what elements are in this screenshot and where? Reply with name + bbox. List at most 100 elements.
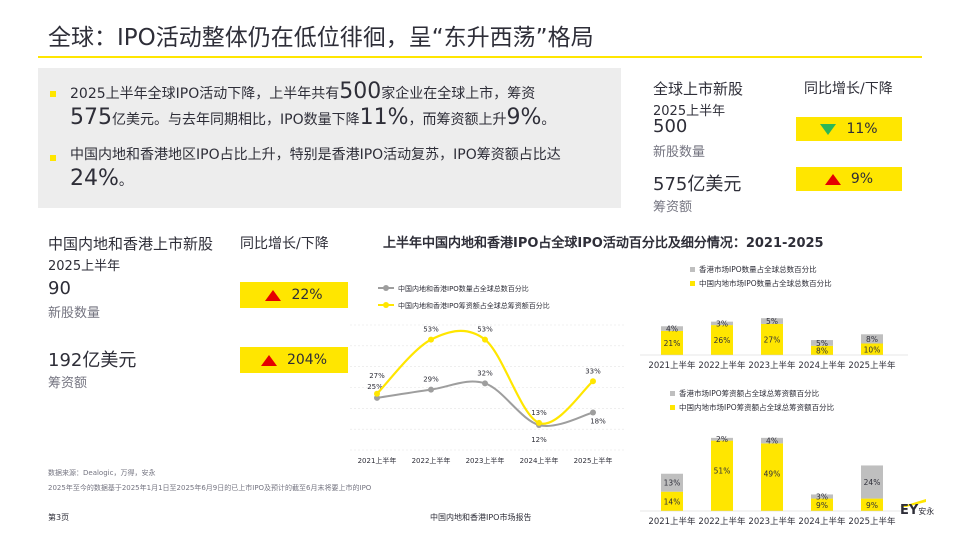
legend-label: 香港市场IPO数量占全球总数百分比 bbox=[699, 264, 817, 274]
x-tick-label: 2022上半年 bbox=[698, 516, 746, 527]
x-tick-label: 2023上半年 bbox=[466, 456, 505, 465]
data-note: 2025年至今的数据基于2025年1月1日至2025年6月9日的已上市IPO及预… bbox=[48, 484, 372, 492]
data-label: 14% bbox=[664, 497, 681, 506]
china-amount: 192亿美元 bbox=[48, 350, 137, 371]
ey-logo-text: EY bbox=[900, 503, 919, 518]
bar-segment bbox=[661, 473, 683, 492]
global-count-label: 新股数量 bbox=[653, 145, 706, 160]
data-label: 24% bbox=[864, 478, 881, 487]
china-period: 2025上半年 bbox=[48, 259, 121, 274]
data-label: 9% bbox=[816, 501, 828, 510]
data-label: 8% bbox=[866, 335, 878, 344]
global-period: 2025上半年 bbox=[653, 104, 726, 119]
data-label: 25% bbox=[367, 383, 383, 391]
x-tick-label: 2022上半年 bbox=[698, 360, 746, 371]
x-tick-label: 2025上半年 bbox=[848, 360, 896, 371]
x-tick-label: 2023上半年 bbox=[748, 516, 796, 527]
summary-number: 9% bbox=[506, 105, 542, 130]
change-value: 11% bbox=[846, 121, 878, 137]
title-divider bbox=[38, 56, 922, 58]
ey-logo-bar bbox=[900, 492, 926, 507]
data-label: 3% bbox=[716, 319, 728, 328]
summary-number: 11% bbox=[359, 105, 409, 130]
legend-label: 中国内地市场IPO数量占全球总数百分比 bbox=[699, 278, 832, 288]
summary-text: ，而筹资额上升 bbox=[408, 112, 507, 128]
chart-title: 上半年中国内地和香港IPO占全球IPO活动百分比及细分情况：2021-2025 bbox=[383, 236, 824, 251]
data-label: 33% bbox=[585, 367, 601, 375]
data-label: 49% bbox=[764, 469, 781, 478]
data-label: 18% bbox=[590, 418, 606, 426]
legend-label: 中国内地和香港IPO筹资额占全球总筹资额百分比 bbox=[398, 301, 550, 310]
bar-segment bbox=[761, 443, 783, 511]
summary-text: 亿美元。与去年同期相比，IPO数量下降 bbox=[112, 112, 360, 128]
data-label: 5% bbox=[816, 339, 828, 348]
data-label: 21% bbox=[664, 339, 681, 348]
china-amount-label: 筹资额 bbox=[48, 376, 88, 391]
data-label: 27% bbox=[764, 335, 781, 344]
summary-text: 中国内地和香港地区IPO占比上升，特别是香港IPO活动复苏，IPO筹资额占比达 bbox=[70, 147, 561, 163]
data-label: 13% bbox=[664, 479, 681, 488]
x-tick-label: 2024上半年 bbox=[798, 516, 846, 527]
up-arrow-icon bbox=[824, 173, 841, 185]
legend-label: 中国内地市场IPO筹资额占全球总筹资额百分比 bbox=[679, 402, 835, 412]
data-label: 4% bbox=[766, 437, 778, 446]
legend-swatch bbox=[690, 281, 695, 286]
data-label: 12% bbox=[531, 436, 547, 444]
global-count-change-badge: 11% bbox=[796, 117, 902, 141]
amount-share-bar-chart: 香港市场IPO筹资额占全球总筹资额百分比中国内地市场IPO筹资额占全球总筹资额百… bbox=[640, 388, 908, 527]
legend-swatch bbox=[670, 405, 675, 410]
data-label: 10% bbox=[864, 345, 881, 354]
data-point bbox=[428, 386, 434, 393]
bullet-marker bbox=[50, 91, 56, 97]
bar-segment bbox=[861, 465, 883, 499]
bar-segment bbox=[861, 498, 883, 511]
ey-logo: EY安永 bbox=[900, 503, 934, 518]
summary-number: 575 bbox=[70, 105, 112, 130]
legend-marker bbox=[383, 302, 389, 308]
up-arrow-icon bbox=[260, 354, 277, 366]
bar-segment bbox=[711, 321, 733, 326]
legend-label: 香港市场IPO筹资额占全球总筹资额百分比 bbox=[679, 388, 820, 398]
summary-text: 。 bbox=[118, 173, 133, 189]
summary-bullet-2: 中国内地和香港地区IPO占比上升，特别是香港IPO活动复苏，IPO筹资额占比达 2… bbox=[70, 144, 618, 193]
data-point bbox=[374, 390, 380, 397]
global-amount-label: 筹资额 bbox=[653, 200, 693, 215]
x-tick-label: 2021上半年 bbox=[358, 456, 397, 465]
data-label: 27% bbox=[369, 372, 385, 380]
data-label: 53% bbox=[477, 326, 493, 334]
x-tick-label: 2025上半年 bbox=[848, 516, 896, 527]
data-label: 8% bbox=[816, 346, 828, 355]
bullet-marker bbox=[50, 155, 56, 161]
data-label: 2% bbox=[716, 435, 728, 444]
bar-segment bbox=[711, 440, 733, 511]
legend-label: 中国内地和香港IPO数量占全球总数百分比 bbox=[398, 284, 529, 293]
data-label: 26% bbox=[714, 336, 731, 345]
data-label: 4% bbox=[666, 325, 678, 334]
global-amount-change-badge: 9% bbox=[796, 167, 902, 191]
data-point bbox=[590, 378, 596, 385]
data-label: 29% bbox=[423, 376, 439, 384]
global-count: 500 bbox=[653, 116, 688, 137]
up-arrow-icon bbox=[265, 289, 282, 301]
bar-segment bbox=[861, 343, 883, 355]
data-label: 5% bbox=[766, 317, 778, 326]
summary-number: 24% bbox=[70, 166, 119, 191]
summary-text: 。 bbox=[541, 112, 556, 128]
bar-segment bbox=[661, 491, 683, 511]
china-count: 90 bbox=[48, 278, 71, 299]
global-yoy-heading: 同比增长/下降 bbox=[804, 81, 893, 97]
data-label: 3% bbox=[816, 493, 828, 502]
data-point bbox=[536, 419, 542, 426]
x-tick-label: 2023上半年 bbox=[748, 360, 796, 371]
legend-swatch bbox=[690, 267, 695, 272]
data-label: 9% bbox=[866, 501, 878, 510]
bar-segment bbox=[811, 498, 833, 511]
page-number: 第3页 bbox=[48, 513, 70, 522]
change-value: 22% bbox=[291, 287, 323, 303]
global-heading: 全球上市新股 bbox=[653, 80, 744, 98]
change-value: 204% bbox=[286, 352, 328, 368]
data-source: 数据来源：Dealogic，万得，安永 bbox=[48, 469, 156, 477]
china-amount-change-badge: 204% bbox=[240, 347, 348, 373]
bar-segment bbox=[661, 326, 683, 331]
